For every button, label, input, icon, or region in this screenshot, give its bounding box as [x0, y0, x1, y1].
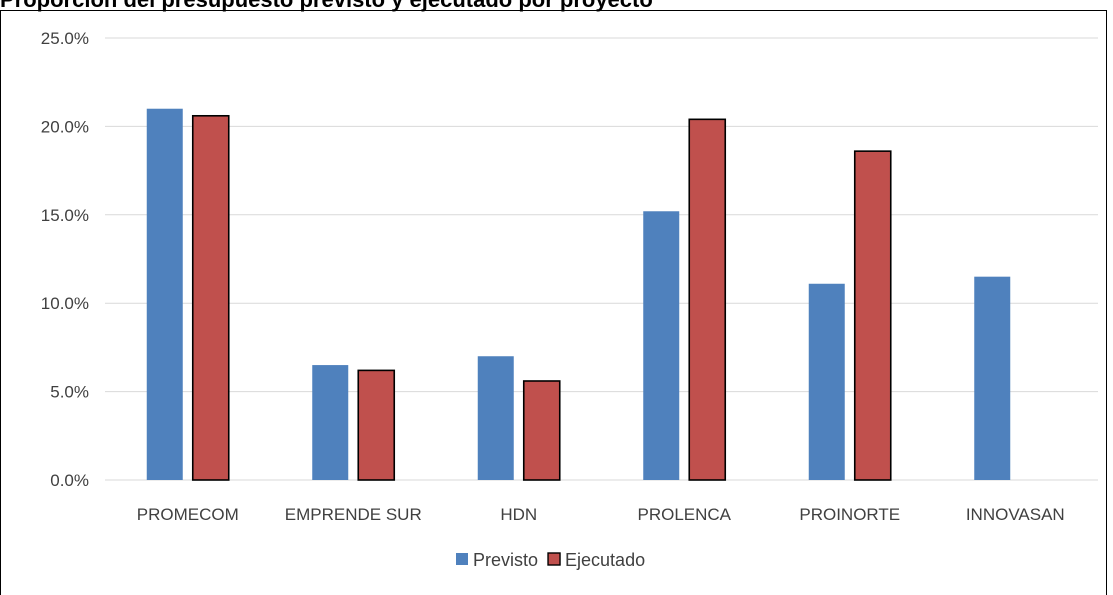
legend-swatch-previsto: [456, 553, 468, 565]
legend-swatch-ejecutado: [547, 552, 561, 566]
bar-previsto: [146, 108, 183, 480]
y-tick-label: 20.0%: [41, 117, 89, 136]
bar-ejecutado: [522, 380, 561, 481]
x-tick-label: EMPRENDE SUR: [285, 505, 422, 524]
chart-title: Proporción del presupuesto previsto y ej…: [0, 0, 653, 13]
bar-ejecutado: [853, 150, 892, 481]
bar-ejecutado: [191, 114, 230, 481]
x-tick-label: HDN: [500, 505, 537, 524]
y-tick-label: 5.0%: [50, 383, 89, 402]
bar-ejecutado: [357, 369, 396, 481]
y-tick-label: 25.0%: [41, 29, 89, 48]
x-tick-label: PROMECOM: [137, 505, 239, 524]
bar-previsto: [974, 276, 1011, 480]
x-tick-label: PROLENCA: [637, 505, 731, 524]
legend-label-previsto: Previsto: [473, 550, 538, 570]
legend-label-ejecutado: Ejecutado: [565, 550, 645, 570]
bar-previsto: [312, 365, 349, 480]
y-tick-label: 10.0%: [41, 294, 89, 313]
bar-previsto: [477, 356, 514, 480]
bar-ejecutado: [688, 118, 727, 481]
y-tick-label: 15.0%: [41, 206, 89, 225]
chart-border: [0, 10, 1107, 595]
y-tick-label: 0.0%: [50, 471, 89, 490]
bar-previsto: [808, 283, 845, 480]
x-tick-label: PROINORTE: [799, 505, 900, 524]
bar-previsto: [643, 211, 680, 480]
x-tick-label: INNOVASAN: [966, 505, 1065, 524]
